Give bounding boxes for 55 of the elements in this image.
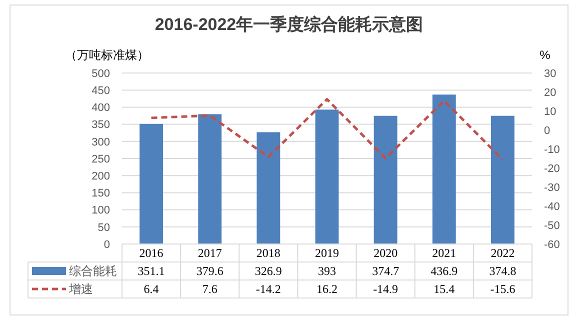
y2-tick-label: -30 [544,182,560,194]
y-tick-label: 50 [98,222,110,234]
y2-tick-label: 30 [544,68,556,80]
data-label: 326.9 [254,264,282,278]
y2-tick-label: -10 [544,144,560,156]
y2-tick-label: 20 [544,86,556,99]
data-label: 374.7 [372,264,400,278]
data-label: 16.2 [316,282,338,296]
y-tick-label: 450 [92,84,110,97]
y-axis-title: （万吨标准煤） [65,48,149,62]
x-tick-label: 2020 [374,246,398,260]
y2-axis-title: % [540,48,551,62]
bar [256,132,280,244]
bar [432,94,456,244]
y-tick-label: 0 [104,238,110,251]
data-label: 379.6 [196,264,224,278]
y2-tick-label: -20 [544,162,560,175]
data-label: 436.9 [430,264,458,278]
y-tick-label: 300 [92,136,110,148]
data-label: -14.9 [373,282,398,296]
legend-label: 增速 [68,282,93,296]
y2-tick-label: -50 [544,220,560,232]
y-tick-label: 150 [92,188,110,200]
x-tick-label: 2018 [256,246,280,260]
data-label: -15.6 [490,282,516,296]
bar [374,116,398,244]
line-series [150,98,504,161]
data-label: 15.4 [434,282,455,296]
y-tick-label: 200 [92,170,110,182]
x-tick-label: 2022 [490,246,515,260]
bar [198,114,222,244]
x-tick-label: 2019 [315,246,339,260]
bar [315,110,339,244]
y2-tick-label: 10 [544,106,556,118]
bar [140,124,163,244]
x-tick-label: 2016 [139,246,164,260]
data-label: -14.2 [256,282,281,296]
data-label: 351.1 [138,264,165,278]
chart-title: 2016-2022年一季度综合能耗示意图 [154,15,424,34]
x-tick-label: 2021 [432,246,456,260]
y-tick-label: 500 [92,68,110,80]
y2-tick-label: -60 [544,238,560,251]
x-tick-label: 2017 [198,246,222,260]
data-label: 393 [318,264,336,278]
y-tick-label: 250 [92,153,110,166]
y-tick-label: 400 [92,102,110,114]
bar [491,116,514,244]
data-label: 6.4 [144,282,159,296]
y2-tick-label: 0 [544,124,550,137]
legend-label: 综合能耗 [69,264,117,278]
data-label: 374.8 [489,264,516,278]
y-tick-label: 350 [92,119,110,132]
data-label: 7.6 [202,282,218,296]
y2-tick-label: -40 [544,200,560,213]
y-tick-label: 100 [92,204,110,217]
